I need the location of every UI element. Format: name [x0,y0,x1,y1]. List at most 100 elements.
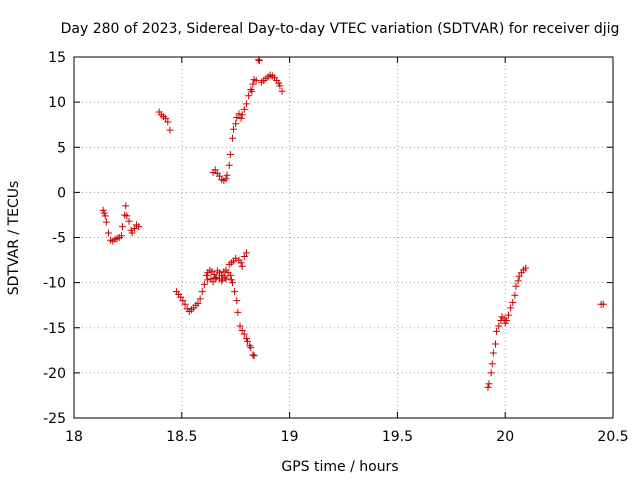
data-point [196,295,204,303]
data-point [489,349,497,357]
data-point [230,125,238,133]
chart-title: Day 280 of 2023, Sidereal Day-to-day VTE… [61,21,620,37]
data-point [485,380,493,388]
data-point [181,300,189,308]
data-point [246,342,254,350]
x-tick-label: 18 [65,429,83,445]
data-point [240,105,248,113]
data-point [164,118,172,126]
x-axis-ticks: 18 18.5 19 19.5 20 20.5 [65,57,629,445]
data-point [228,134,236,142]
data-point [198,288,206,296]
data-point [248,87,256,95]
data-point [232,120,240,128]
data-point [117,232,125,240]
x-tick-label: 20.5 [597,429,628,445]
data-point [249,80,257,88]
y-axis-ticks: 15 10 5 0 -5 -10 -15 -20 -25 [43,50,613,427]
data-point [238,262,246,270]
data-point [247,344,255,352]
x-axis-label: GPS time / hours [281,459,398,475]
data-point [522,264,530,272]
data-point [240,252,248,260]
data-point [119,223,127,231]
data-point [211,166,219,174]
data-point [179,297,187,305]
data-point [233,113,241,121]
data-point [255,57,263,65]
y-tick-label: -20 [43,366,66,382]
data-point [232,254,240,262]
data-point [238,326,246,334]
data-point [211,274,219,282]
data-point [509,298,517,306]
data-point [162,114,170,122]
data-point [135,223,143,231]
data-point [177,293,185,301]
data-point [231,288,239,296]
data-point [218,277,226,285]
data-point [216,172,224,180]
data-point [122,202,130,210]
data-point [221,273,229,281]
data-point [240,330,248,338]
data-point [128,229,136,237]
data-point [234,308,242,316]
data-point [204,276,212,284]
data-point [278,87,286,95]
y-tick-label: -5 [52,231,66,247]
data-point [238,111,246,119]
y-tick-label: 0 [57,185,66,201]
data-point [104,229,112,237]
data-point [166,126,174,134]
data-point [123,212,131,220]
data-point [242,249,250,257]
data-point [225,161,233,169]
data-point [245,92,253,100]
data-point [515,272,523,280]
data-point [222,175,230,183]
data-point [212,273,220,281]
x-tick-label: 18.5 [166,429,197,445]
data-point [244,337,252,345]
data-point [226,271,234,279]
data-point [250,352,258,360]
data-point [125,217,133,225]
data-point [233,297,241,305]
x-tick-label: 20 [496,429,514,445]
y-tick-label: -25 [43,411,66,427]
y-tick-label: -15 [43,321,66,337]
data-point [512,282,520,290]
x-tick-label: 19 [281,429,299,445]
data-point [249,351,257,359]
data-point [194,299,202,307]
data-point [223,171,231,179]
data-point [599,300,607,308]
data-point [237,114,245,122]
y-tick-label: 5 [57,140,66,156]
data-point [247,85,255,93]
y-tick-label: 10 [48,95,66,111]
data-point [493,327,501,335]
data-point [276,82,284,90]
data-point [228,279,236,287]
data-point [102,218,110,226]
data-point [130,224,138,232]
data-point [235,110,243,118]
data-point [491,340,499,348]
y-axis-label: SDTVAR / TECUs [6,181,22,296]
data-point [209,278,217,286]
data-point [200,280,208,288]
data-point [254,56,262,64]
data-point [242,100,250,108]
data-point [514,277,522,285]
y-tick-label: -10 [43,276,66,292]
data-point [236,322,244,330]
data-point [484,383,492,391]
data-point [488,360,496,368]
data-point [237,259,245,267]
data-point [502,317,510,325]
data-point [226,150,234,158]
x-tick-label: 19.5 [382,429,413,445]
